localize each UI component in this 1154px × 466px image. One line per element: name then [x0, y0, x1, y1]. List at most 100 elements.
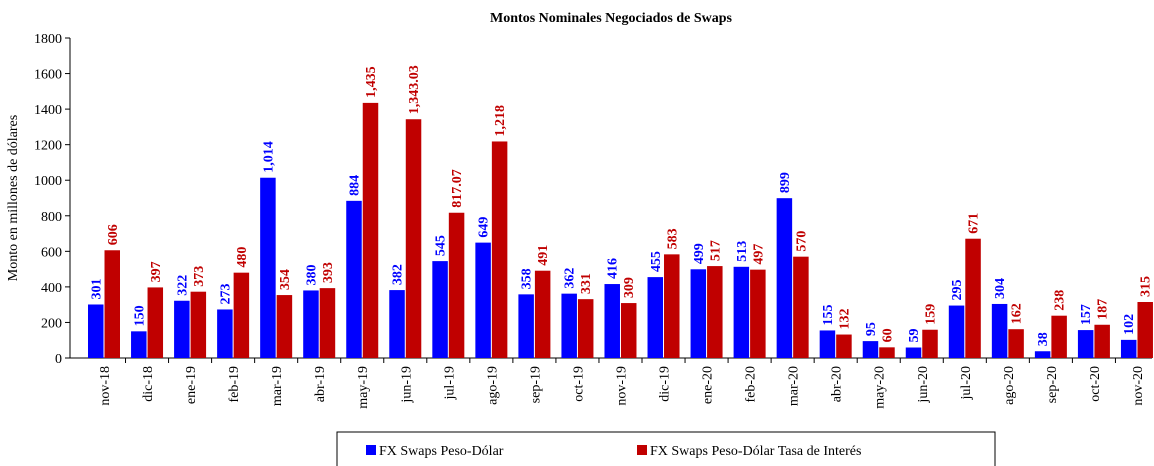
value-label: 649 [477, 217, 492, 238]
x-tick-label: oct-20 [1088, 366, 1103, 402]
bar [491, 141, 508, 358]
x-tick-label: abr-19 [313, 366, 328, 402]
bar [690, 269, 707, 358]
bar [190, 291, 207, 358]
y-tick-label: 1200 [34, 139, 62, 154]
value-label: 1,218 [493, 105, 508, 137]
value-label: 382 [391, 264, 406, 285]
x-tick-label: sep-20 [1045, 366, 1060, 403]
value-label: 187 [1096, 299, 1111, 320]
value-label: 380 [304, 264, 319, 285]
bar [577, 299, 594, 358]
x-tick-label: jun-20 [916, 366, 931, 404]
value-label: 513 [735, 241, 750, 262]
value-label: 238 [1053, 290, 1068, 311]
value-label: 884 [347, 175, 362, 196]
bar [922, 329, 938, 358]
value-label: 373 [192, 266, 207, 287]
bar [793, 256, 809, 358]
value-label: 358 [520, 268, 535, 289]
bar [862, 341, 879, 358]
value-label: 545 [434, 235, 449, 256]
value-label: 354 [278, 269, 293, 290]
bar [131, 331, 147, 358]
bar [534, 270, 551, 358]
value-label: 155 [821, 304, 836, 325]
bar [1034, 351, 1051, 358]
value-label: 583 [665, 228, 680, 249]
x-tick-label: may-19 [356, 366, 371, 409]
x-tick-label: ene-20 [701, 366, 716, 404]
value-label: 362 [563, 268, 578, 289]
bar [750, 269, 766, 358]
x-tick-label: ene-19 [184, 366, 199, 404]
bar [448, 212, 465, 358]
x-tick-label: mar-19 [270, 366, 285, 406]
value-label: 304 [993, 278, 1008, 299]
value-label: 899 [778, 172, 793, 193]
value-label: 102 [1122, 314, 1137, 335]
legend-label: FX Swaps Peso-Dólar Tasa de Interés [650, 444, 861, 459]
bar [1051, 315, 1067, 358]
value-label: 150 [132, 305, 147, 326]
x-tick-label: abr-20 [830, 366, 845, 402]
x-tick-label: may-20 [873, 366, 888, 409]
bar [1120, 339, 1137, 358]
bar [647, 277, 664, 358]
bar [776, 198, 793, 358]
y-tick-label: 400 [41, 281, 62, 296]
value-label: 309 [622, 277, 637, 298]
bar [836, 334, 852, 358]
value-label: 1,435 [364, 66, 379, 98]
x-tick-label: feb-19 [227, 366, 242, 403]
bar [819, 330, 836, 358]
bar [147, 287, 164, 358]
value-label: 162 [1010, 303, 1025, 324]
value-label: 499 [692, 243, 707, 264]
bar [432, 261, 448, 358]
legend-label: FX Swaps Peso-Dólar [379, 444, 504, 459]
bar [1077, 330, 1094, 358]
chart-title: Montos Nominales Negociados de Swaps [490, 11, 732, 26]
x-tick-label: dic-18 [141, 366, 156, 402]
legend-box [336, 431, 996, 466]
value-label: 497 [751, 244, 766, 265]
value-label: 322 [175, 275, 190, 296]
x-tick-label: nov-19 [614, 366, 629, 406]
value-label: 393 [321, 262, 336, 283]
bar [707, 266, 723, 358]
y-tick-label: 1400 [34, 103, 62, 118]
bar [1137, 302, 1153, 358]
bar [88, 304, 104, 358]
value-label: 1,343.03 [407, 65, 422, 114]
value-label: 1,014 [261, 141, 276, 173]
y-tick-label: 200 [41, 316, 62, 331]
value-label: 315 [1139, 276, 1154, 297]
value-label: 455 [649, 251, 664, 272]
bar [217, 309, 233, 358]
y-tick-label: 0 [55, 352, 62, 367]
bar [260, 177, 276, 358]
legend-swatch [637, 445, 647, 455]
bar [1094, 324, 1110, 358]
bar [405, 119, 422, 359]
value-label: 606 [106, 224, 121, 245]
bar [664, 254, 680, 358]
x-tick-label: ago-19 [485, 366, 500, 405]
value-label: 295 [950, 280, 965, 301]
x-tick-label: jul-20 [959, 366, 974, 400]
x-tick-label: jul-19 [442, 366, 457, 400]
bar [276, 295, 293, 358]
value-label: 132 [837, 309, 852, 330]
x-tick-label: jun-19 [399, 366, 414, 404]
value-label: 570 [794, 231, 809, 252]
bar [104, 250, 120, 358]
value-label: 416 [606, 258, 621, 279]
bar [233, 272, 250, 358]
bar [346, 200, 362, 358]
bar [174, 300, 190, 358]
x-tick-label: ago-20 [1002, 366, 1017, 405]
bar [905, 347, 922, 358]
value-label: 491 [536, 245, 551, 266]
